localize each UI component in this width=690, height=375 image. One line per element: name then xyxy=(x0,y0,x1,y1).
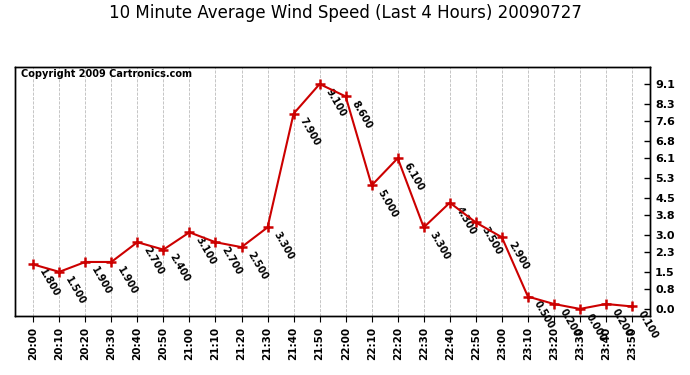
Text: 5.000: 5.000 xyxy=(376,188,400,220)
Text: 2.500: 2.500 xyxy=(246,250,270,282)
Text: 1.500: 1.500 xyxy=(63,274,88,306)
Text: 2.900: 2.900 xyxy=(506,240,530,272)
Text: 6.100: 6.100 xyxy=(402,161,426,193)
Text: 0.500: 0.500 xyxy=(532,299,556,331)
Text: 0.200: 0.200 xyxy=(610,307,634,338)
Text: 1.900: 1.900 xyxy=(115,265,139,296)
Text: 3.300: 3.300 xyxy=(428,230,452,262)
Text: 2.700: 2.700 xyxy=(219,245,244,277)
Text: 2.700: 2.700 xyxy=(141,245,166,277)
Text: 1.900: 1.900 xyxy=(90,265,113,296)
Text: 3.300: 3.300 xyxy=(272,230,296,262)
Text: 2.400: 2.400 xyxy=(168,252,192,284)
Text: Copyright 2009 Cartronics.com: Copyright 2009 Cartronics.com xyxy=(21,69,193,79)
Text: 0.200: 0.200 xyxy=(558,307,582,338)
Text: 9.100: 9.100 xyxy=(324,87,348,118)
Text: 10 Minute Average Wind Speed (Last 4 Hours) 20090727: 10 Minute Average Wind Speed (Last 4 Hou… xyxy=(108,4,582,22)
Text: 8.600: 8.600 xyxy=(350,99,374,131)
Text: 0.000: 0.000 xyxy=(584,312,608,344)
Text: 7.900: 7.900 xyxy=(298,117,322,148)
Text: 0.100: 0.100 xyxy=(636,309,660,341)
Text: 3.500: 3.500 xyxy=(480,225,504,257)
Text: 1.800: 1.800 xyxy=(37,267,61,299)
Text: 4.300: 4.300 xyxy=(454,206,478,237)
Text: 3.100: 3.100 xyxy=(194,235,217,267)
